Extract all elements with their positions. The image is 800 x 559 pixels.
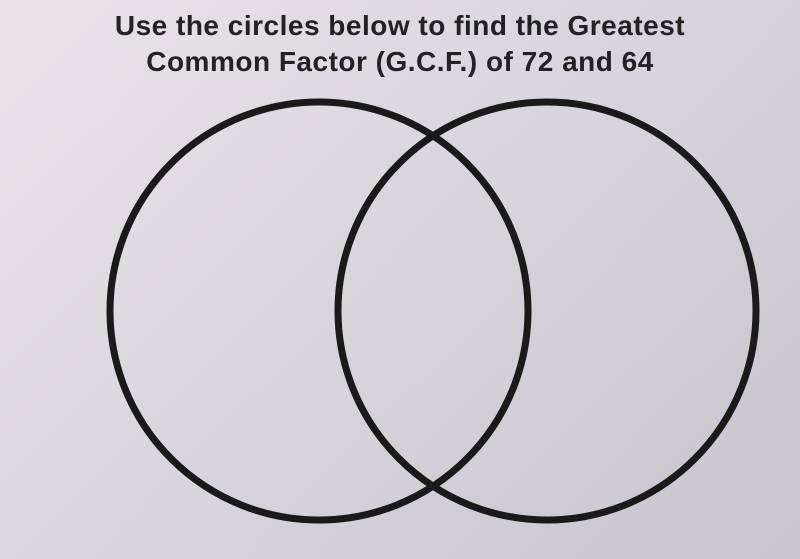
instruction-text: Use the circles below to find the Greate… (0, 0, 800, 81)
instruction-line-2: Common Factor (G.C.F.) of 72 and 64 (12, 44, 788, 80)
venn-diagram (0, 81, 800, 541)
venn-right-circle (338, 102, 756, 520)
venn-svg (0, 81, 800, 541)
venn-left-circle (110, 102, 528, 520)
instruction-line-1: Use the circles below to find the Greate… (12, 8, 788, 44)
